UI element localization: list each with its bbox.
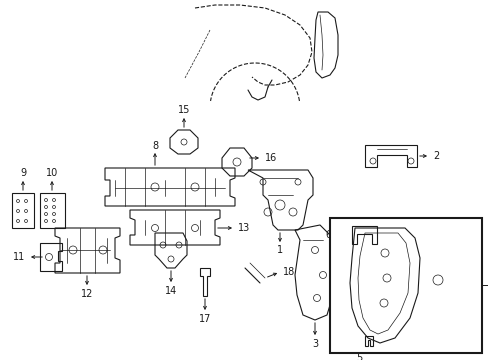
Text: 18: 18	[283, 267, 295, 277]
Text: 7: 7	[459, 275, 465, 285]
Text: 8: 8	[152, 141, 158, 151]
Text: 3: 3	[311, 339, 317, 349]
Text: 11: 11	[13, 252, 25, 262]
Text: 16: 16	[264, 153, 277, 163]
Text: 13: 13	[238, 223, 250, 233]
Text: 2: 2	[432, 151, 438, 161]
Text: 15: 15	[178, 105, 190, 115]
Text: 9: 9	[20, 168, 26, 178]
Text: 1: 1	[276, 245, 283, 255]
Text: 14: 14	[164, 286, 177, 296]
Text: 5: 5	[355, 353, 362, 360]
Text: 6: 6	[325, 230, 331, 240]
Text: 17: 17	[199, 314, 211, 324]
Bar	[329, 218, 481, 353]
Text: 12: 12	[81, 289, 93, 299]
Text: 10: 10	[46, 168, 58, 178]
